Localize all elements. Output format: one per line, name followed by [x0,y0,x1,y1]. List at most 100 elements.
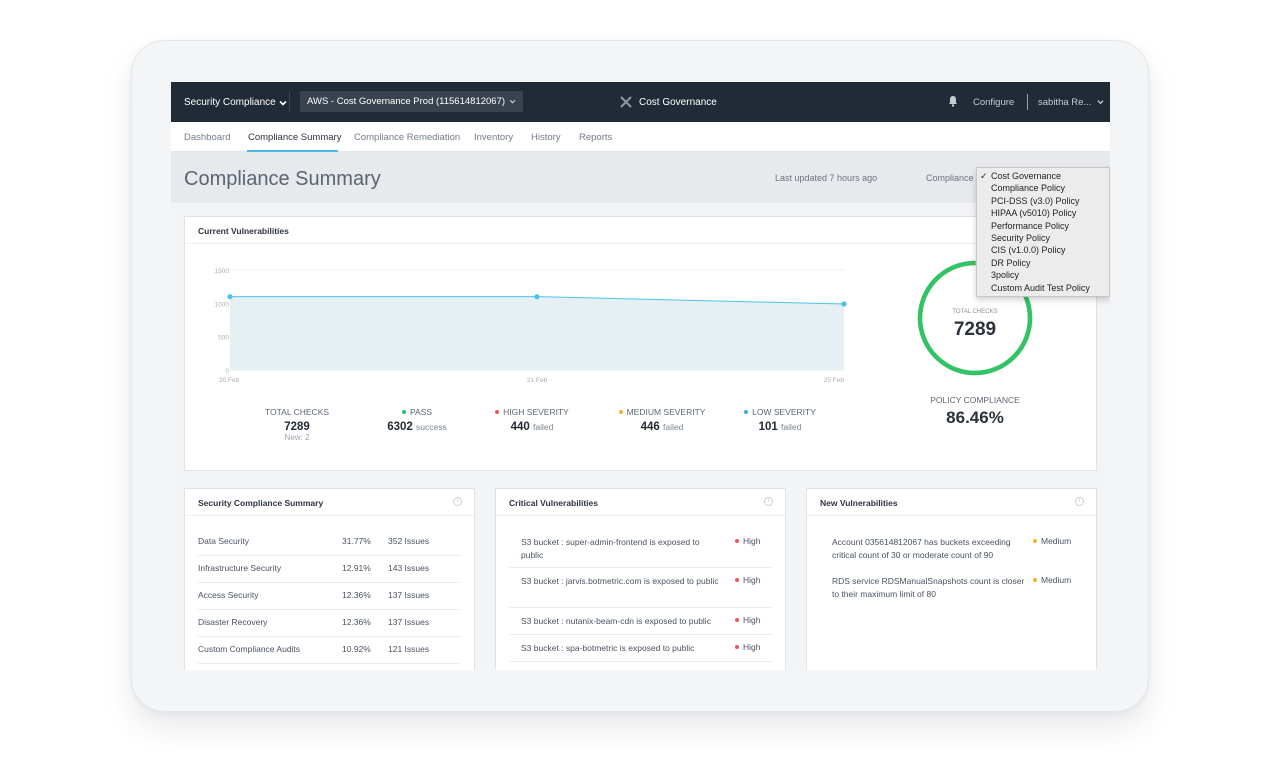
x-tick-label: 20 Feb [219,377,240,384]
info-icon[interactable]: i [1075,497,1084,506]
x-tick-label: 21 Feb [527,377,548,384]
policy-compliance-value: 86.46% [946,408,1004,427]
data-point[interactable] [534,294,540,300]
y-tick-label: 1000 [215,301,230,308]
card-header: Security Compliance Summary i [185,489,474,516]
x-tick-label: 25 Feb [824,377,845,384]
policy-option[interactable]: Security Policy [991,233,1051,244]
medium-dot-icon [618,410,623,414]
policy-option[interactable]: HIPAA (v5010) Policy [991,208,1077,219]
summary-issues: 143 Issues [388,563,430,573]
stat-label: TOTAL CHECKS [264,407,330,417]
summary-issues: 137 Issues [388,590,430,600]
policy-option[interactable]: Custom Audit Test Policy [991,282,1090,293]
policy-dropdown[interactable]: ✓ Cost Governance Compliance Policy PCI-… [976,167,1110,298]
compliance-policy-label: Compliance I [926,173,979,183]
chevron-down-icon [1097,100,1104,105]
user-menu[interactable]: sabitha Re... [1038,97,1104,108]
vulnerability-row[interactable]: S3 bucket : nutanix-beam-cdn is exposed … [509,608,772,635]
card-title: Security Compliance Summary [198,498,324,508]
tab-reports[interactable]: Reports [579,132,613,143]
vulnerability-row[interactable]: S3 bucket : jarvis.botmetric.com is expo… [509,568,772,608]
policy-compliance-label: POLICY COMPLIANCE [930,395,1020,405]
summary-pct: 10.92% [342,644,371,654]
brand-name: Cost Governance [639,96,717,108]
tab-history[interactable]: History [531,132,561,143]
card-header: Current Vulnerabilities [185,217,1096,244]
y-tick-label: 0 [225,368,229,375]
policy-option[interactable]: DR Policy [991,257,1031,268]
summary-row[interactable]: Access Security 12.36% 137 Issues [198,583,461,610]
vulnerability-text: Account 035614812067 has buckets exceedi… [832,537,1011,560]
info-icon[interactable]: i [764,497,773,506]
account-selector[interactable]: AWS - Cost Governance Prod (115614812067… [300,91,524,112]
series-area [230,296,844,370]
top-bar: Security Compliance AWS - Cost Governanc… [171,82,1110,122]
summary-row[interactable]: Data Security 31.77% 352 Issues [198,529,461,556]
user-name: sabitha Re... [1038,97,1092,108]
severity-label: High [743,615,761,625]
high-dot-icon [495,410,500,414]
stat-value: 6302 [387,421,413,433]
vulnerability-row[interactable]: S3 bucket : spa-botmetric is exposed to … [509,635,772,662]
stat-label: MEDIUM SEVERITY [626,407,706,417]
bell-icon[interactable] [948,95,958,107]
info-icon[interactable]: i [453,497,462,506]
vulnerability-text: S3 bucket : spa-botmetric is exposed to … [521,643,695,653]
summary-issues: 137 Issues [388,617,430,627]
data-point[interactable] [841,301,847,307]
vulnerability-text: S3 bucket : nutanix-beam-cdn is exposed … [521,616,711,626]
summary-row[interactable]: Infrastructure Security 12.91% 143 Issue… [198,556,461,583]
summary-pct: 12.36% [342,617,371,627]
summary-issues: 352 Issues [388,536,430,546]
vulnerability-row[interactable]: RDS service RDSManualSnapshots count is … [820,568,1083,607]
vulnerability-row[interactable]: Account 035614812067 has buckets exceedi… [820,529,1083,568]
y-tick-label: 1500 [215,268,230,275]
tab-compliance-summary[interactable]: Compliance Summary [248,132,342,143]
nav-tabs: Dashboard Compliance Summary Compliance … [171,122,1110,152]
summary-name: Disaster Recovery [198,617,268,627]
card-title: New Vulnerabilities [820,498,898,508]
tab-inventory[interactable]: Inventory [474,132,514,143]
compliance-donut: TOTAL CHECKS 7289 [917,260,1033,381]
policy-option[interactable]: Performance Policy [991,220,1070,231]
summary-pct: 31.77% [342,536,371,546]
checkmark-icon: ✓ [980,171,988,181]
chevron-down-icon [279,100,287,106]
stat-suffix: failed [533,422,554,432]
stat-high-severity: HIGH SEVERITY 440 failed [477,407,587,433]
critical-vulnerabilities-card: Critical Vulnerabilities i S3 bucket : s… [495,488,786,670]
stat-pass: PASS 6302 success [362,407,472,433]
configure-link[interactable]: Configure [973,97,1015,108]
low-dot-icon [744,410,749,414]
new-vulnerabilities-card: New Vulnerabilities i Account 0356148120… [806,488,1097,670]
severity-label: High [743,536,761,546]
summary-name: Custom Compliance Audits [198,644,301,654]
stat-suffix: success [416,422,447,432]
medium-dot-icon [1033,578,1037,582]
tab-compliance-remediation[interactable]: Compliance Remediation [354,132,461,143]
policy-option-label: Compliance Policy [991,183,1066,194]
divider [289,92,290,112]
vulnerability-row[interactable]: S3 bucket : super-admin-frontend is expo… [509,529,772,568]
summary-row[interactable]: Custom Compliance Audits 10.92% 121 Issu… [198,637,461,664]
stat-new-count: New: 2 [284,433,310,442]
last-updated: Last updated 7 hours ago [775,173,878,183]
stat-value: 446 [640,421,660,433]
summary-row[interactable]: Disaster Recovery 12.36% 137 Issues [198,610,461,637]
policy-option[interactable]: PCI-DSS (v3.0) Policy [991,195,1080,206]
policy-option[interactable]: CIS (v1.0.0) Policy [991,245,1066,256]
policy-option[interactable]: 3policy [991,270,1020,281]
stat-low-severity: LOW SEVERITY 101 failed [725,407,835,433]
page-header: Compliance Summary Last updated 7 hours … [171,152,1110,203]
card-header: New Vulnerabilities i [807,489,1096,516]
account-label: AWS - Cost Governance Prod (115614812067… [307,96,506,107]
vulnerability-text: S3 bucket : jarvis.botmetric.com is expo… [521,576,719,586]
divider [1027,94,1028,110]
tab-dashboard[interactable]: Dashboard [184,132,231,143]
product-menu[interactable]: Security Compliance [184,97,287,108]
policy-option[interactable]: ✓ Cost Governance Compliance Policy [977,170,1109,195]
data-point[interactable] [227,294,233,300]
summary-name: Access Security [198,590,259,600]
stat-value: 440 [510,421,530,433]
